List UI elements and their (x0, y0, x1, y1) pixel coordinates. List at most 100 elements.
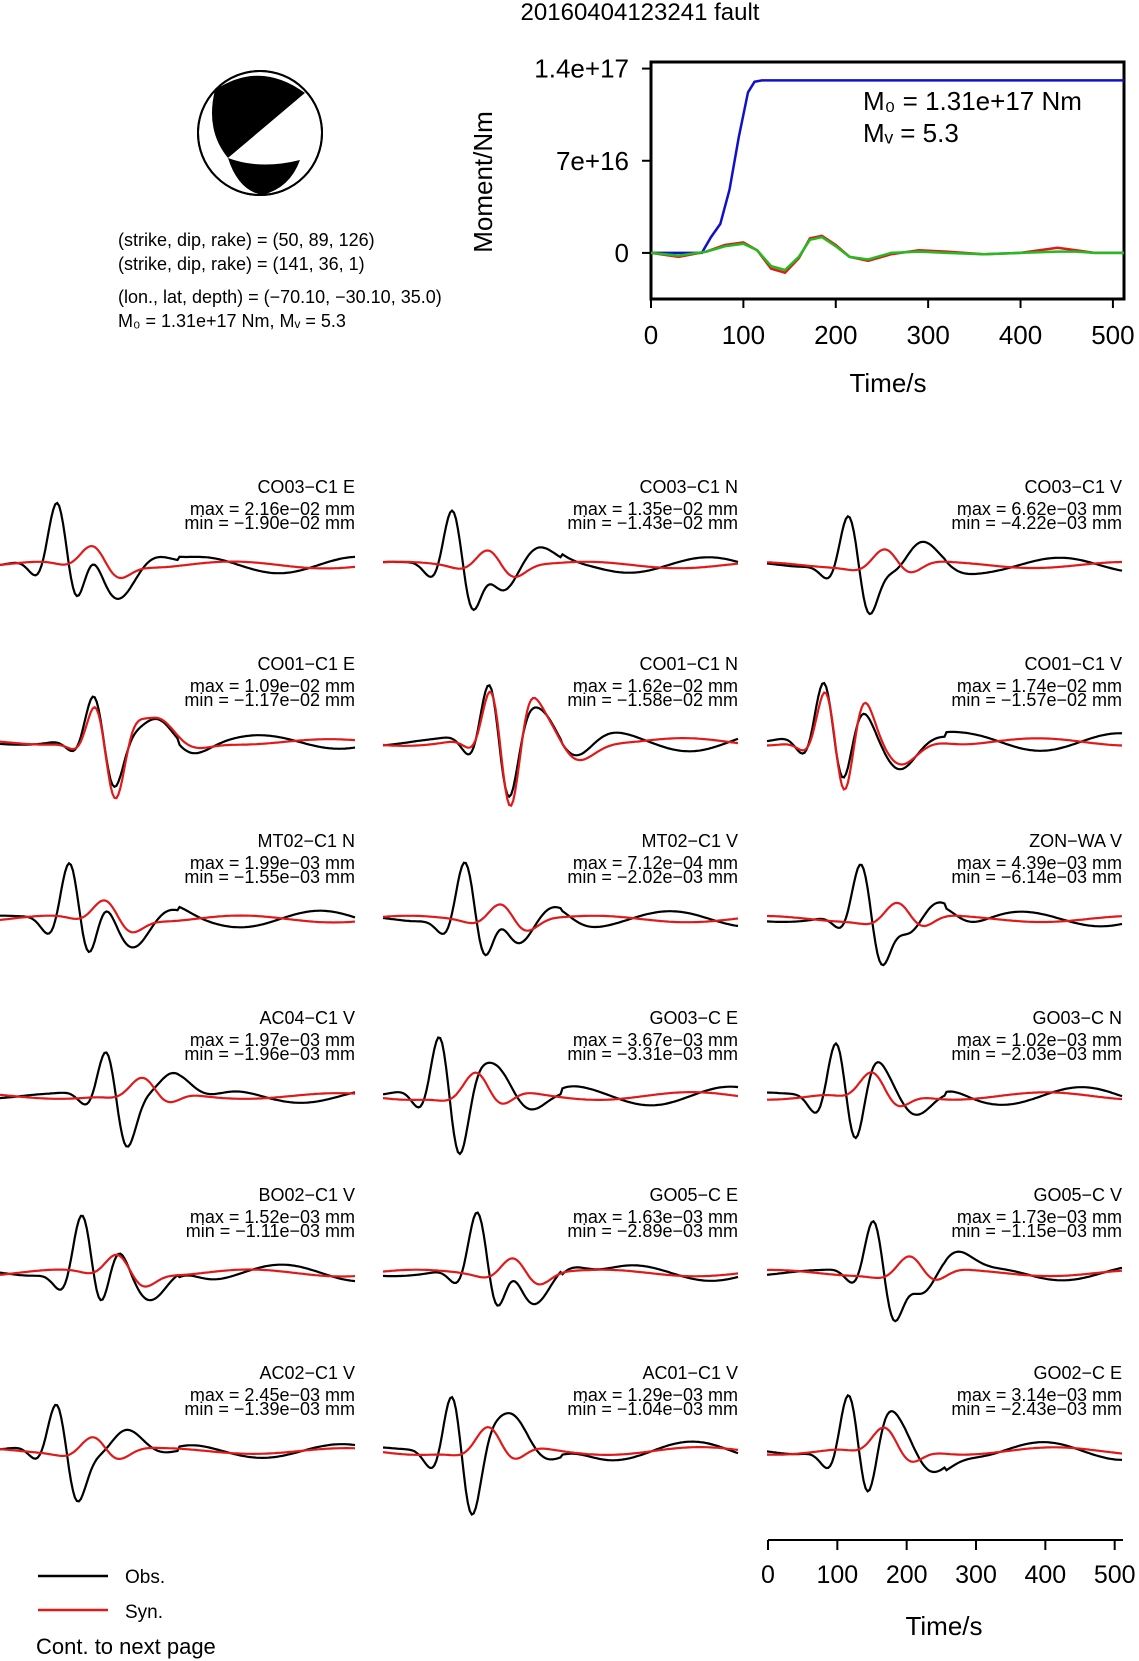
waveform-syn-10 (382, 1071, 739, 1105)
waveform-min-6: min = −1.55e−03 mm (184, 867, 355, 887)
solution-plane2: (strike, dip, rake) = (141, 36, 1) (118, 254, 365, 274)
waveform-station-8: ZON−WA V (1029, 831, 1122, 851)
solution-moment: M₀ = 1.31e+17 Nm, Mᵥ = 5.3 (118, 311, 346, 331)
waveform-max-13: max = 1.63e−03 mm (573, 1207, 738, 1227)
waveform-xtick-label-0: 0 (761, 1561, 775, 1589)
waveform-station-17: GO02−C E (1033, 1363, 1122, 1383)
waveform-min-0: min = −1.90e−02 mm (184, 513, 355, 533)
waveform-time-axis: Time/s 0 100 200 300 400 500 (761, 1539, 1136, 1641)
waveform-max-5: max = 1.74e−02 mm (957, 676, 1122, 696)
waveform-obs-2 (766, 514, 1123, 616)
waveform-syn-15 (0, 1436, 356, 1460)
moment-ytick-label-1: 7e+16 (556, 146, 629, 176)
waveform-max-0: max = 2.16e−02 mm (190, 499, 355, 519)
focal-mechanism-beachball (197, 70, 323, 196)
moment-plot-frame (649, 60, 1126, 301)
solution-location: (lon., lat, depth) = (−70.10, −30.10, 35… (118, 287, 442, 307)
moment-annotation-mw: Mᵥ = 5.3 (863, 118, 959, 148)
waveform-station-7: MT02−C1 V (641, 831, 738, 851)
waveform-max-15: max = 2.45e−03 mm (190, 1385, 355, 1405)
waveform-station-14: GO05−C V (1033, 1185, 1122, 1205)
figure-title: 20160404123241 fault (521, 0, 760, 26)
waveform-max-2: max = 6.62e−03 mm (957, 499, 1122, 519)
waveform-min-15: min = −1.39e−03 mm (184, 1399, 355, 1419)
waveform-max-6: max = 1.99e−03 mm (190, 853, 355, 873)
waveform-min-1: min = −1.43e−02 mm (567, 513, 738, 533)
waveform-station-13: GO05−C E (649, 1185, 738, 1205)
waveform-station-2: CO03−C1 V (1024, 477, 1122, 497)
waveform-syn-7 (382, 903, 739, 932)
moment-ylabel: Moment/Nm (468, 111, 498, 253)
waveform-min-9: min = −1.96e−03 mm (184, 1044, 355, 1064)
waveform-xlabel: Time/s (905, 1611, 982, 1641)
waveform-syn-12 (0, 1253, 356, 1288)
waveform-station-1: CO03−C1 N (639, 477, 738, 497)
legend: Obs. Syn. Cont. to next page (36, 1567, 216, 1659)
waveform-station-3: CO01−C1 E (257, 654, 355, 674)
waveform-max-14: max = 1.73e−03 mm (957, 1207, 1122, 1227)
waveform-station-15: AC02−C1 V (259, 1363, 355, 1383)
moment-xtick-label-4: 400 (999, 320, 1042, 350)
legend-obs-label: Obs. (125, 1567, 165, 1588)
waveform-xtick-label-4: 400 (1024, 1561, 1066, 1589)
waveform-min-4: min = −1.58e−02 mm (567, 690, 738, 710)
waveform-xtick-label-3: 300 (955, 1561, 997, 1589)
waveform-max-3: max = 1.09e−02 mm (190, 676, 355, 696)
waveform-syn-13 (382, 1257, 739, 1286)
waveform-min-2: min = −4.22e−03 mm (951, 513, 1122, 533)
waveform-station-5: CO01−C1 V (1024, 654, 1122, 674)
waveform-syn-0 (0, 544, 356, 580)
waveform-obs-15 (0, 1403, 356, 1503)
moment-rate-chart: Moment/Nm Time/s M₀ = 1.31e+17 Nm Mᵥ = 5… (468, 54, 1135, 398)
waveform-station-11: GO03−C N (1032, 1008, 1122, 1028)
waveform-station-12: BO02−C1 V (258, 1185, 355, 1205)
waveform-max-8: max = 4.39e−03 mm (957, 853, 1122, 873)
waveform-xtick-label-5: 500 (1094, 1561, 1136, 1589)
waveform-max-1: max = 1.35e−02 mm (573, 499, 738, 519)
moment-xtick-label-3: 300 (906, 320, 949, 350)
moment-xlabel: Time/s (849, 368, 926, 398)
waveform-max-10: max = 3.67e−03 mm (573, 1030, 738, 1050)
waveform-min-12: min = −1.11e−03 mm (186, 1221, 355, 1241)
waveform-min-5: min = −1.57e−02 mm (951, 690, 1122, 710)
waveform-obs-7 (382, 861, 739, 957)
waveform-obs-3 (0, 695, 356, 789)
waveform-max-17: max = 3.14e−03 mm (957, 1385, 1122, 1405)
waveform-obs-14 (766, 1219, 1123, 1323)
moment-xtick-label-5: 500 (1091, 320, 1134, 350)
moment-ytick-label-2: 1.4e+17 (534, 54, 629, 84)
waveform-station-0: CO03−C1 E (257, 477, 355, 497)
waveform-syn-16 (382, 1425, 739, 1460)
waveform-syn-1 (382, 549, 739, 579)
waveform-obs-16 (382, 1395, 739, 1517)
waveform-syn-2 (767, 548, 1122, 574)
solution-plane1: (strike, dip, rake) = (50, 89, 126) (118, 230, 375, 250)
waveform-station-10: GO03−C E (649, 1008, 738, 1028)
waveform-obs-0 (0, 501, 356, 601)
waveform-obs-6 (0, 861, 356, 954)
waveform-obs-17 (766, 1393, 1123, 1493)
waveform-obs-9 (0, 1051, 356, 1148)
continued-note: Cont. to next page (36, 1634, 216, 1659)
legend-syn-label: Syn. (125, 1602, 163, 1623)
waveform-max-11: max = 1.02e−03 mm (957, 1030, 1122, 1050)
moment-xtick-label-2: 200 (814, 320, 857, 350)
waveform-syn-6 (0, 899, 356, 934)
waveform-min-8: min = −6.14e−03 mm (951, 867, 1122, 887)
